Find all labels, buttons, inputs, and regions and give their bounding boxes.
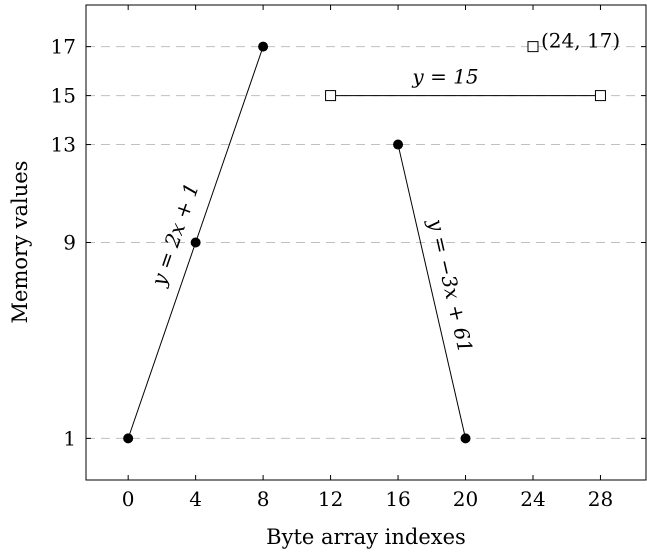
- data-point: [393, 139, 404, 150]
- y-tick-label: 15: [51, 84, 76, 108]
- y-tick-label: 9: [63, 231, 76, 255]
- data-point: [190, 237, 201, 248]
- series-line: [397, 144, 467, 439]
- x-tick-label: 20: [453, 487, 478, 511]
- x-tick-label: 8: [257, 487, 270, 511]
- axis-ticks: 1 9 13 15 17 0 4 8 12 16 20 24 28: [51, 5, 646, 511]
- data-point: [123, 433, 134, 444]
- data-point-square: [594, 90, 606, 102]
- x-tick-label: 4: [189, 487, 202, 511]
- x-tick-label: 16: [385, 487, 410, 511]
- series-label: (24, 17): [541, 29, 620, 53]
- y-axis-label: Memory values: [8, 161, 32, 324]
- data-point-square: [527, 41, 539, 53]
- x-tick-label: 0: [122, 487, 135, 511]
- series-markers: [123, 41, 606, 444]
- x-tick-label: 24: [520, 487, 545, 511]
- x-tick-label: 12: [318, 487, 343, 511]
- y-tick-label: 1: [63, 426, 76, 450]
- series-label: y = 2x + 1: [146, 180, 204, 290]
- series-label: y = 15: [411, 65, 478, 89]
- x-axis-label: Byte array indexes: [266, 525, 466, 549]
- data-point-square: [325, 90, 337, 102]
- data-point: [460, 433, 471, 444]
- series-label: y = −3x + 61: [423, 216, 477, 355]
- annotations: y = 2x + 1 y = −3x + 61 y = 15 (24, 17): [146, 29, 620, 355]
- y-tick-label: 17: [51, 35, 76, 59]
- data-point: [258, 41, 269, 52]
- y-tick-label: 13: [51, 133, 76, 157]
- x-tick-label: 28: [588, 487, 613, 511]
